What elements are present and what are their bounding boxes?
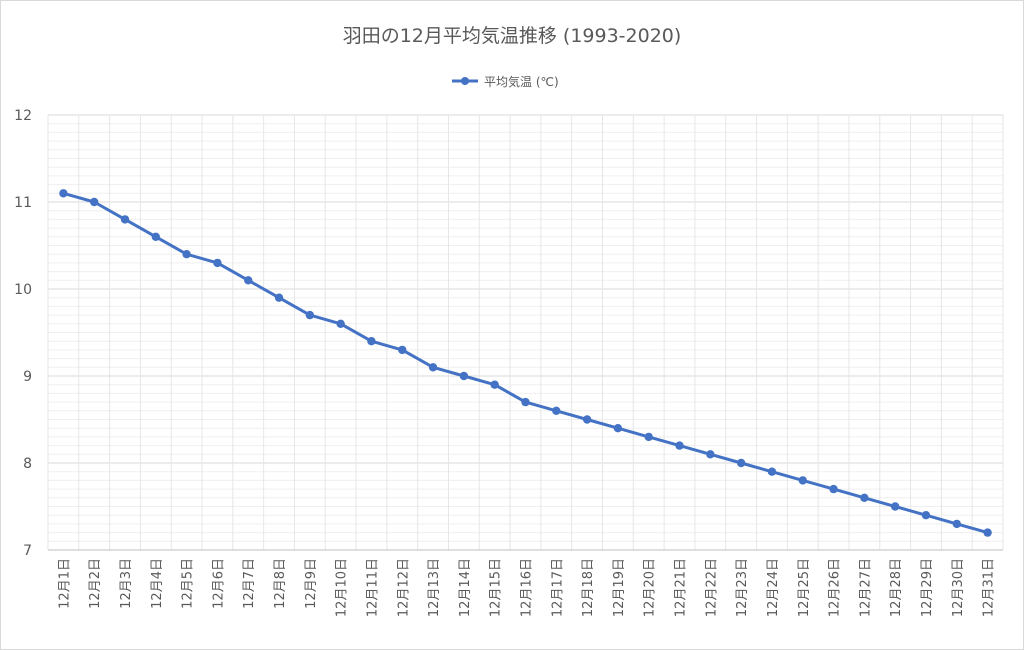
y-tick-label: 10 bbox=[14, 282, 32, 298]
y-tick-label: 7 bbox=[23, 543, 32, 559]
data-point bbox=[244, 276, 253, 285]
data-point bbox=[860, 493, 869, 502]
legend-series-label: 平均気温 (℃) bbox=[484, 74, 559, 89]
x-tick-label: 12月18日 bbox=[581, 558, 596, 617]
x-tick-label: 12月13日 bbox=[427, 558, 442, 617]
data-point bbox=[736, 458, 746, 468]
data-point bbox=[921, 511, 931, 520]
x-tick-label: 12月23日 bbox=[735, 558, 750, 617]
data-point bbox=[552, 406, 561, 415]
x-tick-label: 12月28日 bbox=[889, 558, 904, 617]
x-tick-label: 12月21日 bbox=[674, 558, 689, 617]
data-point bbox=[798, 476, 807, 485]
data-point bbox=[120, 215, 130, 224]
x-tick-label: 12月4日 bbox=[150, 558, 165, 609]
data-point bbox=[644, 432, 653, 442]
x-tick-label: 12月26日 bbox=[828, 558, 843, 617]
data-point bbox=[59, 189, 68, 198]
x-tick-label: 12月27日 bbox=[858, 558, 873, 617]
x-tick-label: 12月7日 bbox=[242, 558, 257, 609]
y-axis: 7 8 9 10 11 12 bbox=[14, 108, 32, 559]
x-tick-label: 12月19日 bbox=[612, 558, 627, 617]
data-point bbox=[305, 310, 315, 320]
data-point bbox=[983, 528, 992, 537]
x-tick-label: 12月16日 bbox=[520, 558, 535, 617]
data-point bbox=[767, 467, 777, 476]
data-point bbox=[90, 197, 99, 207]
data-point bbox=[182, 250, 191, 259]
data-point bbox=[829, 484, 838, 494]
y-tick-label: 8 bbox=[23, 456, 32, 472]
data-point bbox=[952, 519, 961, 529]
x-tick-label: 12月14日 bbox=[458, 558, 473, 617]
data-point bbox=[613, 424, 623, 433]
x-tick-label: 12月11日 bbox=[365, 558, 380, 617]
x-tick-label: 12月6日 bbox=[211, 558, 226, 609]
data-point bbox=[582, 415, 592, 424]
y-tick-label: 9 bbox=[23, 369, 32, 385]
data-point bbox=[151, 232, 161, 241]
data-point bbox=[428, 363, 438, 372]
x-tick-label: 12月1日 bbox=[57, 558, 72, 609]
x-tick-label: 12月20日 bbox=[643, 558, 658, 617]
data-point bbox=[336, 319, 345, 328]
data-point bbox=[367, 337, 376, 346]
legend-series-marker bbox=[461, 77, 469, 85]
x-tick-label: 12月10日 bbox=[335, 558, 350, 617]
gridlines bbox=[47, 114, 1004, 551]
x-tick-label: 12月22日 bbox=[704, 558, 719, 617]
data-point bbox=[459, 371, 469, 381]
x-tick-label: 12月25日 bbox=[797, 558, 812, 617]
x-tick-label: 12月5日 bbox=[181, 558, 196, 609]
data-point bbox=[274, 293, 284, 302]
legend: 平均気温 (℃) bbox=[452, 74, 559, 89]
x-tick-label: 12月9日 bbox=[304, 558, 319, 609]
x-tick-label: 12月8日 bbox=[273, 558, 288, 609]
data-point bbox=[398, 345, 407, 355]
x-tick-label: 12月17日 bbox=[550, 558, 565, 617]
x-tick-label: 12月30日 bbox=[951, 558, 966, 617]
x-tick-label: 12月24日 bbox=[766, 558, 781, 617]
x-tick-label: 12月12日 bbox=[396, 558, 411, 617]
x-tick-label: 12月15日 bbox=[489, 558, 504, 617]
data-point bbox=[675, 441, 684, 450]
data-point bbox=[890, 502, 900, 511]
series-layer bbox=[59, 189, 992, 537]
y-tick-label: 11 bbox=[14, 195, 32, 211]
chart-title: 羽田の12月平均気温推移 (1993-2020) bbox=[343, 25, 682, 47]
data-point bbox=[490, 380, 499, 389]
x-axis: 12月1日 12月2日 12月3日 12月4日 12月5日 12月6日 12月7日 12月8日… bbox=[48, 549, 1003, 617]
x-tick-label: 12月29日 bbox=[920, 558, 935, 617]
x-tick-label: 12月3日 bbox=[119, 558, 134, 609]
data-point bbox=[521, 397, 530, 407]
data-point bbox=[213, 258, 222, 268]
x-tick-label: 12月2日 bbox=[88, 558, 103, 609]
x-tick-label: 12月31日 bbox=[982, 558, 997, 617]
data-point bbox=[706, 450, 715, 459]
y-tick-label: 12 bbox=[14, 108, 32, 124]
